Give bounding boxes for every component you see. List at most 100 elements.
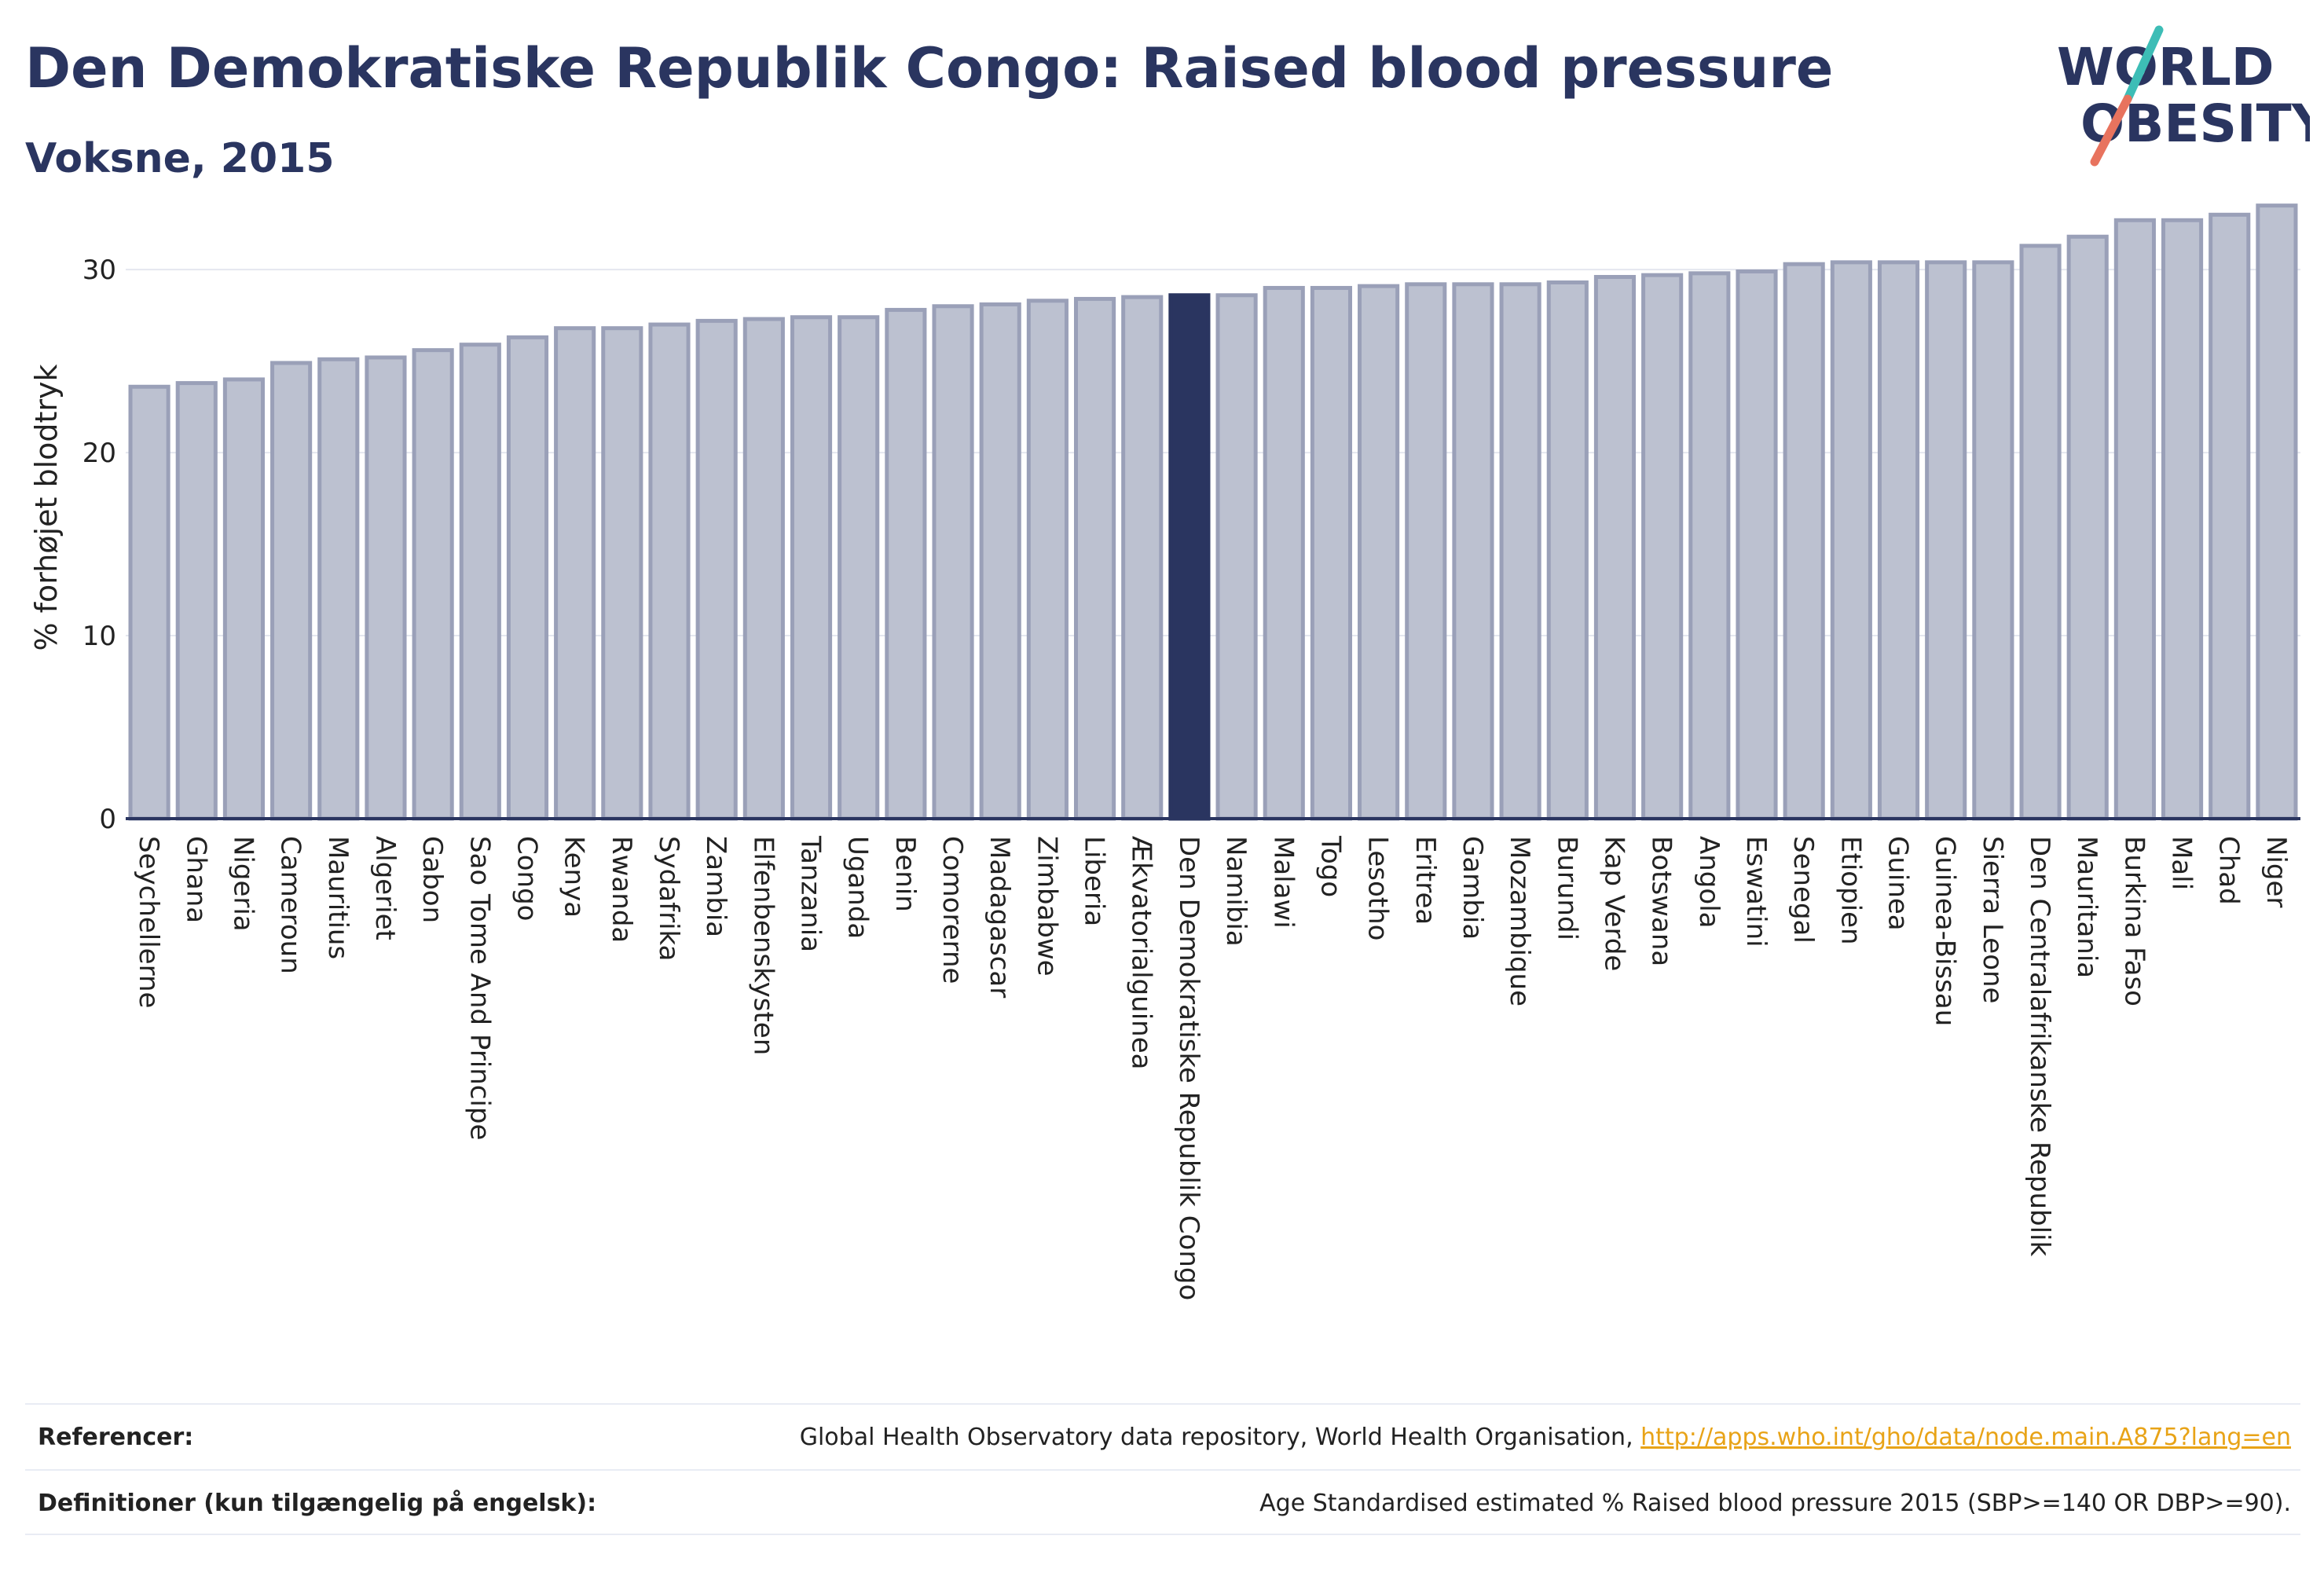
y-tick-label: 30 — [82, 255, 116, 286]
x-tick-label: Kenya — [559, 836, 590, 918]
page-title: Den Demokratiske Republik Congo: Raised … — [25, 36, 1834, 101]
bar — [648, 322, 691, 821]
world-obesity-logo: WORLD OBESITY — [2057, 25, 2310, 167]
x-tick-label: Ækvatorialguinea — [1126, 836, 1157, 1069]
bar — [317, 357, 360, 821]
bar — [838, 315, 880, 821]
references-link[interactable]: http://apps.who.int/gho/data/node.main.A… — [1640, 1424, 2291, 1451]
bar — [1972, 260, 2014, 821]
x-tick-label: Benin — [889, 836, 921, 912]
x-tick-label: Madagascar — [984, 836, 1015, 998]
x-tick-label: Ghana — [180, 836, 211, 923]
bar — [1310, 285, 1353, 821]
bar — [1026, 299, 1069, 821]
x-tick-label: Guinea-Bissau — [1930, 836, 1961, 1026]
bar — [1358, 284, 1400, 821]
bar — [222, 377, 266, 821]
bar — [695, 318, 738, 821]
x-tick-label: Burkina Faso — [2118, 836, 2150, 1006]
bar — [1830, 260, 1872, 821]
definitions-row: Definitioner (kun tilgængelig på engelsk… — [38, 1480, 2291, 1527]
bar — [1783, 262, 1825, 821]
references-label: Referencer: — [38, 1424, 194, 1451]
x-tick-label: Mauritius — [322, 836, 354, 959]
x-tick-label: Chad — [2213, 836, 2245, 905]
x-tick-label: Etiopien — [1835, 836, 1866, 945]
bar — [365, 355, 407, 821]
x-tick-label: Sao Tome And Principe — [464, 836, 495, 1140]
footer-divider — [25, 1469, 2300, 1471]
x-tick-label: Sierra Leone — [1977, 836, 2008, 1003]
x-tick-label: Gambia — [1457, 836, 1488, 940]
x-tick-label: Cameroun — [275, 836, 306, 974]
footer-divider — [25, 1534, 2300, 1535]
x-tick-label: Rwanda — [606, 836, 637, 943]
x-tick-label: Uganda — [842, 836, 874, 939]
bar — [979, 302, 1021, 821]
y-axis-label: % forhøjet blodtryk — [29, 364, 64, 651]
references-value: Global Health Observatory data repositor… — [800, 1424, 2291, 1451]
logo-word-world: WORLD — [2057, 37, 2275, 97]
bar — [1641, 273, 1684, 821]
x-tick-label: Lesotho — [1362, 836, 1394, 940]
slash-logo-icon — [2090, 25, 2164, 167]
definitions-value: Age Standardised estimated % Raised bloo… — [1259, 1490, 2291, 1517]
x-tick-label: Eritrea — [1409, 836, 1441, 925]
x-tick-label: Zambia — [700, 836, 731, 937]
x-tick-label: Tanzania — [795, 835, 827, 952]
bar — [1073, 296, 1116, 821]
bar-chart: 0 10 20 30 % forhøjet blodtryk Seychellerne Gh… — [29, 203, 2300, 1300]
x-tick-label: Mauritania — [2071, 836, 2102, 978]
x-tick-label: Nigeria — [227, 836, 258, 932]
bar — [459, 343, 501, 821]
x-tick-label: Seychellerne — [133, 836, 164, 1008]
x-tick-label: Guinea — [1882, 836, 1914, 931]
bar — [1546, 280, 1589, 821]
x-tick-label: Malawi — [1267, 836, 1299, 929]
bar — [554, 326, 596, 821]
bar — [175, 381, 218, 821]
page-subtitle: Voksne, 2015 — [25, 135, 335, 182]
x-tick-label: Togo — [1314, 835, 1346, 897]
references-row: Referencer: Global Health Observatory da… — [38, 1414, 2291, 1461]
y-tick-label: 0 — [99, 804, 116, 835]
bar — [1925, 260, 1967, 821]
bar — [1499, 282, 1541, 821]
bar — [1452, 282, 1494, 821]
bar — [790, 315, 833, 821]
bar — [1593, 274, 1637, 821]
x-tick-label: Senegal — [1787, 836, 1819, 944]
x-tick-label: Congo — [511, 836, 542, 921]
x-tick-label: Gabon — [416, 836, 448, 923]
x-tick-label: Elfenbenskysten — [747, 836, 779, 1055]
x-tick-label: Eswatini — [1740, 836, 1772, 947]
bar — [1688, 271, 1731, 821]
x-tick-label: Burundi — [1551, 836, 1582, 940]
bar — [932, 304, 974, 821]
x-tick-label: Kap Verde — [1598, 836, 1629, 971]
bar — [128, 384, 170, 821]
bar — [2209, 212, 2251, 821]
bar — [601, 326, 643, 821]
x-tick-label: Sydafrika — [653, 836, 684, 961]
bar — [1263, 285, 1305, 821]
bar — [2019, 244, 2062, 821]
y-tick-label: 20 — [82, 438, 116, 469]
bar — [2161, 218, 2204, 821]
y-tick-label: 10 — [82, 621, 116, 652]
bar — [885, 307, 927, 821]
x-tick-label: Mali — [2166, 836, 2198, 890]
bar — [506, 335, 549, 821]
bar — [2256, 203, 2298, 821]
bar — [2066, 234, 2109, 821]
x-tick-label: Comorerne — [937, 836, 968, 984]
bar — [1215, 293, 1258, 821]
x-tick-label: Zimbabwe — [1031, 836, 1062, 977]
bar — [1168, 293, 1211, 821]
footer-divider — [25, 1403, 2300, 1405]
bar — [270, 361, 313, 821]
bar — [1736, 269, 1778, 821]
bar — [2113, 218, 2156, 821]
bar — [412, 348, 454, 821]
x-tick-label: Den Centralafrikanske Republik — [2024, 836, 2055, 1256]
